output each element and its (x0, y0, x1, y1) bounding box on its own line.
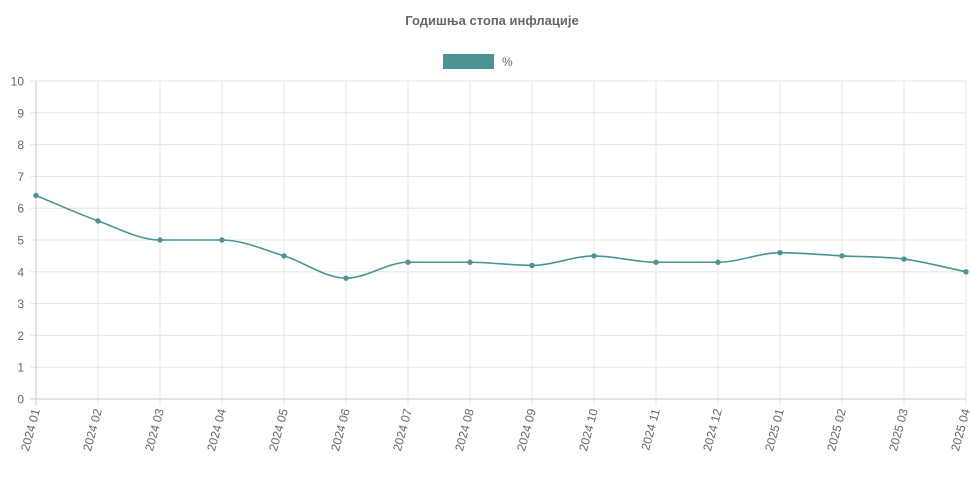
legend[interactable]: % (443, 54, 513, 69)
x-tick-label: 2024 04 (204, 407, 229, 453)
axes (30, 81, 966, 405)
y-tick-label: 5 (17, 234, 24, 248)
data-point[interactable] (157, 237, 163, 243)
data-point[interactable] (777, 250, 783, 256)
x-tick-label: 2024 11 (638, 407, 663, 452)
y-tick-label: 7 (17, 170, 24, 184)
data-point[interactable] (901, 256, 907, 262)
data-point[interactable] (653, 259, 659, 265)
data-point[interactable] (715, 259, 721, 265)
y-tick-label: 8 (17, 138, 24, 152)
y-tick-label: 10 (11, 75, 25, 89)
data-point[interactable] (33, 192, 39, 199)
x-tick-label: 2024 12 (700, 407, 725, 453)
x-tick-label: 2024 01 (18, 407, 43, 453)
x-tick-label: 2025 02 (824, 407, 849, 453)
data-point[interactable] (529, 262, 535, 269)
data-point[interactable] (95, 218, 101, 224)
y-tick-label: 3 (17, 297, 24, 311)
y-tick-label: 1 (17, 361, 24, 375)
x-tick-label: 2024 02 (80, 407, 105, 453)
legend-label: % (502, 55, 513, 69)
data-point[interactable] (963, 269, 969, 275)
x-tick-label: 2024 06 (328, 407, 353, 453)
data-point[interactable] (343, 275, 349, 281)
legend-swatch (443, 54, 494, 69)
y-tick-label: 2 (17, 329, 24, 343)
y-tick-label: 6 (17, 202, 24, 216)
y-tick-label: 9 (17, 106, 24, 120)
series-line (35, 194, 967, 279)
y-tick-label: 0 (17, 393, 24, 407)
series-layer (33, 192, 969, 281)
x-tick-label: 2024 03 (142, 407, 167, 453)
x-tick-label: 2025 04 (948, 407, 970, 453)
chart-title: Годишња стопа инфлације (405, 13, 578, 28)
y-axis-ticks: 0 1 2 3 4 5 6 7 8 9 10 (11, 75, 25, 407)
x-tick-label: 2025 01 (762, 407, 787, 453)
data-point[interactable] (591, 253, 597, 259)
grid (30, 80, 967, 405)
data-point[interactable] (467, 259, 473, 265)
data-point[interactable] (219, 237, 225, 243)
data-point[interactable] (405, 259, 411, 265)
x-tick-label: 2024 10 (576, 407, 601, 453)
x-axis-ticks: 2024 01 2024 02 2024 03 2024 04 2024 05 2024 … (18, 407, 970, 453)
data-point[interactable] (839, 253, 845, 259)
x-tick-label: 2024 05 (266, 407, 291, 453)
data-point[interactable] (281, 253, 287, 259)
x-tick-label: 2024 08 (452, 407, 477, 453)
y-tick-label: 4 (17, 265, 24, 279)
x-tick-label: 2025 03 (886, 407, 911, 453)
x-tick-label: 2024 07 (390, 407, 415, 453)
x-tick-label: 2024 09 (514, 407, 539, 453)
